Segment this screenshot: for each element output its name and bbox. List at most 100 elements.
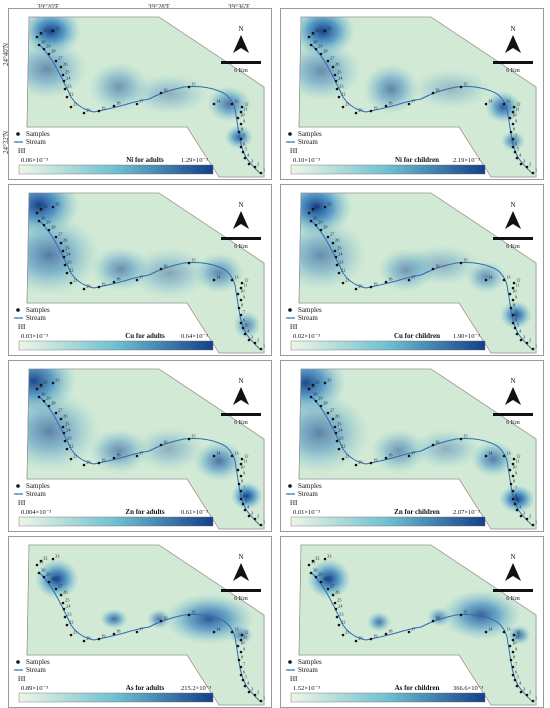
scale-bar-label: 6 Km [506,244,520,250]
sample-point [82,463,86,467]
sample-point [333,425,337,429]
north-label: N [238,201,243,209]
sample-point [314,399,318,403]
sample-point [35,563,39,567]
north-label: N [238,25,243,33]
sample-point [525,341,529,345]
sample-point [236,468,240,472]
sample-label: 15 [463,434,468,439]
sample-point [253,517,257,521]
sample-point [135,102,139,106]
sample-point [319,580,323,584]
sample-label: 12 [244,102,249,107]
concentration-hotspot [129,74,209,114]
sample-label: 28 [323,577,328,582]
concentration-hotspot [207,86,251,122]
sample-label: 29 [46,396,51,401]
sample-label: 4 [519,329,522,334]
sample-label: 10 [512,465,517,470]
sample-label: 17 [411,451,416,456]
sample-label: 12 [516,278,521,283]
samples-legend-label: Samples [26,482,50,490]
sample-label: 27 [330,408,335,413]
sample-label: 15 [191,82,196,87]
sample-point [187,261,191,265]
hi-label: HI [290,147,298,155]
map-canvas: 1234567891011121314151617181920212223242… [14,16,265,178]
sample-point [159,91,163,95]
hi-max-value: 1.29×10⁻³ [181,157,208,164]
sample-label: 33 [327,378,332,383]
panel-title: Zn for children [394,508,440,516]
sample-label: 30 [41,40,46,45]
sample-point [61,425,65,429]
concentration-hotspot [499,485,535,513]
sample-label: 26 [63,590,68,595]
sample-label: 23 [339,436,344,441]
map-canvas: 1234567891011121314151617181920212223242… [286,368,537,530]
sample-point [314,223,318,227]
sample-label: 30 [313,216,318,221]
sample-label: 6 [243,494,246,499]
sample-point [314,47,318,51]
sample-point [239,673,243,677]
sample-point [247,514,251,518]
hi-color-ramp [290,516,486,527]
sample-label: 18 [388,101,393,106]
sample-label: 32 [315,28,320,33]
sample-point [253,693,257,697]
stream-line [38,571,262,703]
stream-line [310,571,534,703]
north-arrow-icon: N [233,377,249,405]
sample-point [431,619,435,623]
sample-label: 23 [339,84,344,89]
sample-point [51,29,55,33]
stream-line [38,43,262,175]
sample-label: 28 [323,401,328,406]
sample-label: 21 [73,278,78,283]
sample-point [326,587,330,591]
concentration-hotspot [371,429,427,473]
sample-point [237,130,241,134]
sample-point [243,332,247,336]
sample-label: 15 [463,258,468,263]
north-arrow-icon: N [505,201,521,229]
sample-point [509,306,513,310]
sample-label: 27 [330,584,335,589]
sample-point [112,456,116,460]
sample-point [314,575,318,579]
sample-point [97,285,101,289]
sample-label: 2 [529,338,531,343]
sample-point [61,73,65,77]
stream-legend-label: Stream [26,666,46,674]
sample-label: 20 [86,108,91,113]
sample-label: 25 [65,70,70,75]
sample-label: 15 [191,610,196,615]
sample-point [508,468,512,472]
sample-point [54,411,58,415]
map-panel: 1 2 3 4 5 6 7 8 9 10 11 12 13 14 15 16 17 18 19 20 21 22 23 24 2… [280,536,544,708]
sample-label: 18 [388,277,393,282]
sample-label: 15 [191,258,196,263]
sample-label: 9 [243,295,246,300]
sample-point [531,171,535,175]
sample-point [239,497,243,501]
hi-max-value: 0.64×10⁻³ [181,333,208,340]
sample-point [513,502,517,506]
sample-label: 15 [463,610,468,615]
panel-title: Ni for children [395,156,439,164]
scale-bar-label: 6 Km [234,244,248,250]
sample-point [42,223,46,227]
hi-min-value: 1.52×10⁻³ [293,685,320,692]
sample-label: 29 [46,220,51,225]
sample-label: 16 [163,440,168,445]
longitude-label-2: 39°28'E [148,3,171,11]
hi-color-ramp [18,692,214,703]
sample-point [307,563,311,567]
sample-label: 26 [335,414,340,419]
sample-label: 25 [337,422,342,427]
sample-point [241,678,245,682]
sample-point [236,116,240,120]
sample-label: 22 [69,620,74,625]
sample-label: 3 [251,687,254,692]
